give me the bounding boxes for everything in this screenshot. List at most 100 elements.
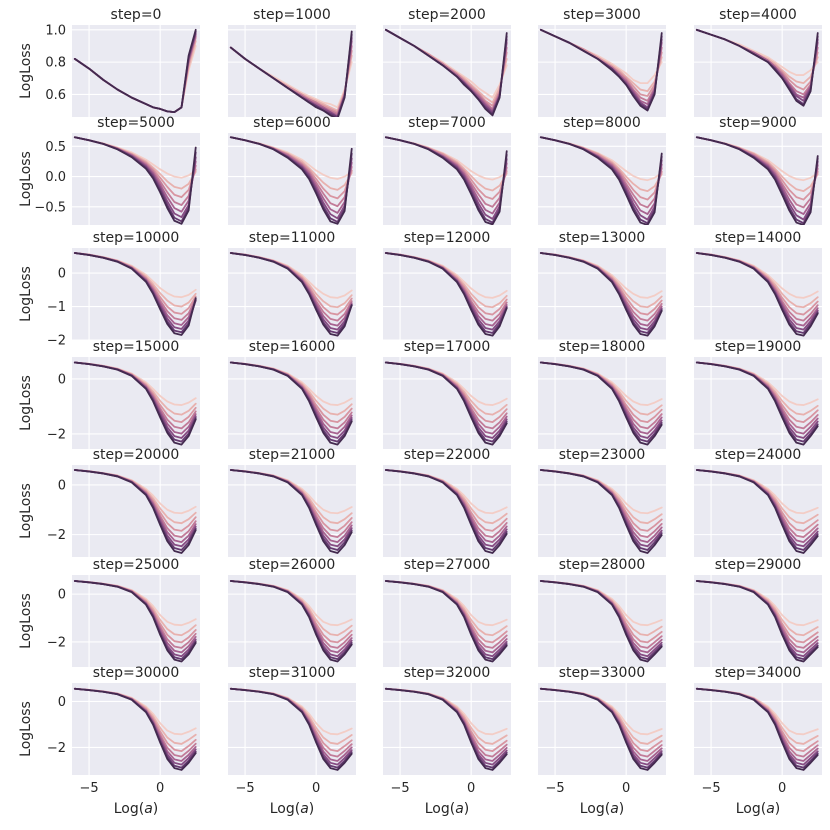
panel: step=33000 −5 0 Log(a) (538, 665, 666, 817)
series-group (384, 469, 508, 554)
x-axis-label-suffix: ) (464, 801, 469, 817)
panel-title: step=19000 (715, 339, 802, 355)
panel: step=15000 −2 0 LogLoss (18, 339, 200, 449)
panel-title: step=23000 (559, 447, 646, 463)
x-tick-label: −5 (390, 781, 409, 796)
series-group (229, 361, 353, 446)
y-tick-label: −2 (47, 635, 66, 650)
y-tick-label: 0 (58, 695, 66, 710)
series-group (73, 361, 197, 446)
series-group (229, 580, 353, 663)
y-tick-label: 0 (58, 267, 66, 282)
panel: step=4000 (694, 7, 822, 117)
panel: step=5000 −0.5 0.0 0.5 LogLoss (18, 115, 200, 225)
x-axis-label: Log(a) (425, 801, 470, 817)
series-line (384, 252, 508, 337)
panel-title: step=14000 (715, 230, 802, 246)
panel-title: step=30000 (93, 665, 180, 681)
series-line (695, 252, 819, 337)
panel: step=16000 (228, 339, 356, 449)
panel: step=8000 (538, 115, 666, 225)
series-line (229, 136, 353, 225)
x-axis-label-prefix: Log( (114, 801, 144, 817)
y-tick-label: −2 (47, 741, 66, 756)
panel-title: step=28000 (559, 557, 646, 573)
series-line (539, 580, 663, 663)
panel: step=17000 (383, 339, 511, 449)
panel-title: step=18000 (559, 339, 646, 355)
panel-title: step=27000 (404, 557, 491, 573)
axes-background (538, 465, 666, 557)
axes-background (72, 357, 200, 449)
axes-background (694, 357, 822, 449)
x-axis-label: Log(a) (114, 801, 159, 817)
series-line (695, 136, 819, 225)
series-line (229, 469, 353, 554)
series-line (539, 252, 663, 337)
x-tick-label: 0 (312, 781, 320, 796)
panel-title: step=29000 (715, 557, 802, 573)
series-line (229, 361, 353, 446)
series-line (384, 361, 508, 446)
y-axis-label: LogLoss (18, 266, 34, 322)
series-line (695, 580, 819, 663)
panel: step=3000 (538, 7, 666, 117)
series-line (539, 361, 663, 446)
y-axis-label: LogLoss (18, 701, 34, 757)
series-group (73, 28, 197, 114)
series-line (695, 28, 819, 107)
panel-title: step=7000 (408, 115, 486, 131)
panel-title: step=20000 (93, 447, 180, 463)
panel: step=26000 (228, 557, 356, 667)
series-line (539, 469, 663, 554)
series-line (695, 687, 819, 771)
axes-background (72, 575, 200, 667)
panel: step=6000 (228, 115, 356, 225)
axes-background (538, 357, 666, 449)
series-group (384, 252, 508, 337)
panel-title: step=4000 (719, 7, 797, 23)
axes-background (228, 575, 356, 667)
y-axis-label: LogLoss (18, 43, 34, 99)
x-axis-label: Log(a) (270, 801, 315, 817)
axes-background (538, 25, 666, 117)
series-group (695, 136, 819, 225)
series-line (73, 687, 197, 771)
panel-title: step=11000 (249, 230, 336, 246)
panel: step=27000 (383, 557, 511, 667)
series-group (695, 469, 819, 554)
panel-title: step=22000 (404, 447, 491, 463)
x-tick-label: −5 (701, 781, 720, 796)
panel-title: step=26000 (249, 557, 336, 573)
series-group (695, 361, 819, 446)
panel: step=28000 (538, 557, 666, 667)
series-line (229, 30, 353, 117)
panel: step=23000 (538, 447, 666, 557)
series-group (229, 469, 353, 554)
y-tick-label: 0.5 (45, 140, 66, 155)
panel: step=2000 (383, 7, 511, 117)
panel-title: step=6000 (253, 115, 331, 131)
y-tick-label: −1 (47, 300, 66, 315)
series-group (229, 136, 353, 225)
series-group (539, 28, 663, 112)
series-line (73, 580, 197, 663)
panel: step=14000 (694, 230, 822, 341)
y-tick-label: −2 (47, 528, 66, 543)
series-group (695, 252, 819, 337)
x-axis-label-suffix: ) (619, 801, 624, 817)
panel-title: step=5000 (97, 115, 175, 131)
panel-title: step=3000 (563, 7, 641, 23)
panel-title: step=16000 (249, 339, 336, 355)
axes-background (72, 248, 200, 340)
series-line (229, 252, 353, 337)
y-tick-label: −0.5 (34, 200, 66, 215)
x-tick-label: 0 (156, 781, 164, 796)
series-group (384, 687, 508, 771)
y-tick-label: 0.8 (45, 56, 66, 71)
series-line (73, 361, 197, 446)
panel-title: step=32000 (404, 665, 491, 681)
panel-title: step=1000 (253, 7, 331, 23)
series-line (539, 687, 663, 771)
series-group (695, 28, 819, 107)
